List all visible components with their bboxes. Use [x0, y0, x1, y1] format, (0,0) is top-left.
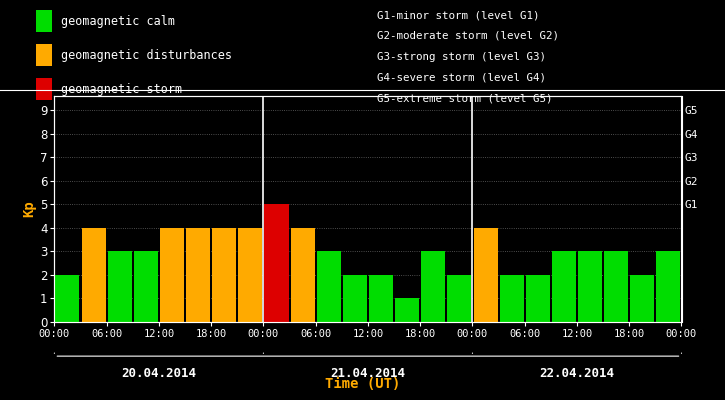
Bar [500, 275, 523, 322]
Text: 20.04.2014: 20.04.2014 [121, 367, 196, 380]
Bar [343, 275, 367, 322]
Bar [81, 228, 106, 322]
Y-axis label: Kp: Kp [22, 201, 36, 217]
Bar [395, 298, 419, 322]
Bar [526, 275, 550, 322]
Bar [186, 228, 210, 322]
Bar [212, 228, 236, 322]
Bar [160, 228, 184, 322]
Bar [108, 251, 132, 322]
Text: G4-severe storm (level G4): G4-severe storm (level G4) [377, 72, 546, 82]
Text: G1-minor storm (level G1): G1-minor storm (level G1) [377, 10, 539, 20]
Bar [291, 228, 315, 322]
Text: Time (UT): Time (UT) [325, 377, 400, 391]
Text: G5-extreme storm (level G5): G5-extreme storm (level G5) [377, 93, 552, 103]
Text: geomagnetic storm: geomagnetic storm [61, 82, 182, 96]
Text: 21.04.2014: 21.04.2014 [331, 367, 405, 380]
Bar [134, 251, 158, 322]
Bar [317, 251, 341, 322]
Bar [552, 251, 576, 322]
Bar [265, 204, 289, 322]
Bar [447, 275, 471, 322]
Bar [473, 228, 497, 322]
Text: geomagnetic calm: geomagnetic calm [61, 14, 175, 28]
Text: G2-moderate storm (level G2): G2-moderate storm (level G2) [377, 31, 559, 41]
Text: G3-strong storm (level G3): G3-strong storm (level G3) [377, 52, 546, 62]
Text: 22.04.2014: 22.04.2014 [539, 367, 615, 380]
Bar [55, 275, 80, 322]
Text: geomagnetic disturbances: geomagnetic disturbances [61, 48, 232, 62]
Bar [656, 251, 681, 322]
Bar [369, 275, 393, 322]
Bar [630, 275, 655, 322]
Bar [604, 251, 628, 322]
Bar [578, 251, 602, 322]
Bar [239, 228, 262, 322]
Bar [421, 251, 445, 322]
